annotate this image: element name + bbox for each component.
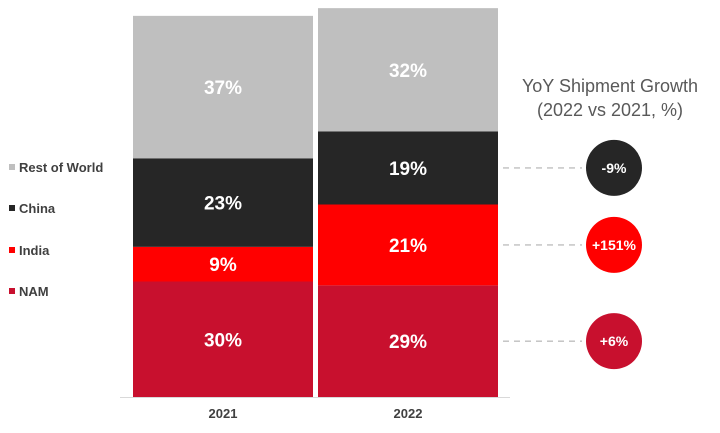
legend-swatch-china (9, 205, 15, 211)
growth-label-india: +151% (592, 237, 637, 253)
bar-china-2021 (133, 158, 313, 247)
growth-badge-nam (586, 313, 642, 370)
x-tick-label-2022: 2022 (394, 406, 423, 421)
data-label-china-2022: 19% (389, 159, 427, 180)
legend-swatch-india (9, 247, 15, 253)
data-label-india-2021: 9% (209, 255, 237, 276)
legend: Rest of World China India NAM (9, 160, 103, 299)
bars: 30% 9% 23% 37% 29% 21% 19% 32% (133, 8, 498, 397)
bar-india-2021 (133, 246, 313, 282)
growth-title: YoY Shipment Growth (2022 vs 2021, %) (500, 74, 720, 122)
data-label-rest-of-world-2021: 37% (204, 78, 242, 99)
growth-badge-india (586, 216, 642, 273)
legend-label-india: India (19, 243, 50, 258)
bar-rest-of-world-2022 (318, 8, 498, 132)
bar-china-2022 (318, 131, 498, 205)
bar-rest-of-world-2021 (133, 15, 313, 159)
legend-label-china: China (19, 201, 56, 216)
growth-badge-china (586, 139, 642, 196)
growth-title-line-2: (2022 vs 2021, %) (536, 100, 684, 120)
growth-title-line-1: YoY Shipment Growth (521, 76, 699, 96)
legend-label-rest-of-world: Rest of World (19, 160, 103, 175)
data-label-nam-2021: 30% (204, 330, 242, 351)
data-label-india-2022: 21% (389, 236, 427, 257)
bar-india-2022 (318, 204, 498, 286)
legend-swatch-nam (9, 288, 15, 294)
bar-nam-2021 (133, 281, 313, 397)
legend-label-nam: NAM (19, 284, 49, 299)
x-axis: 2021 2022 (120, 397, 510, 421)
data-label-nam-2022: 29% (389, 332, 427, 353)
bar-nam-2022 (318, 285, 498, 397)
data-label-china-2021: 23% (204, 194, 242, 215)
legend-swatch-rest-of-world (9, 164, 15, 170)
growth-label-nam: +6% (600, 333, 629, 349)
growth-label-china: -9% (602, 160, 627, 176)
growth-indicators: -9% +151% +6% (503, 139, 642, 370)
data-label-rest-of-world-2022: 32% (389, 61, 427, 82)
x-tick-label-2021: 2021 (209, 406, 238, 421)
